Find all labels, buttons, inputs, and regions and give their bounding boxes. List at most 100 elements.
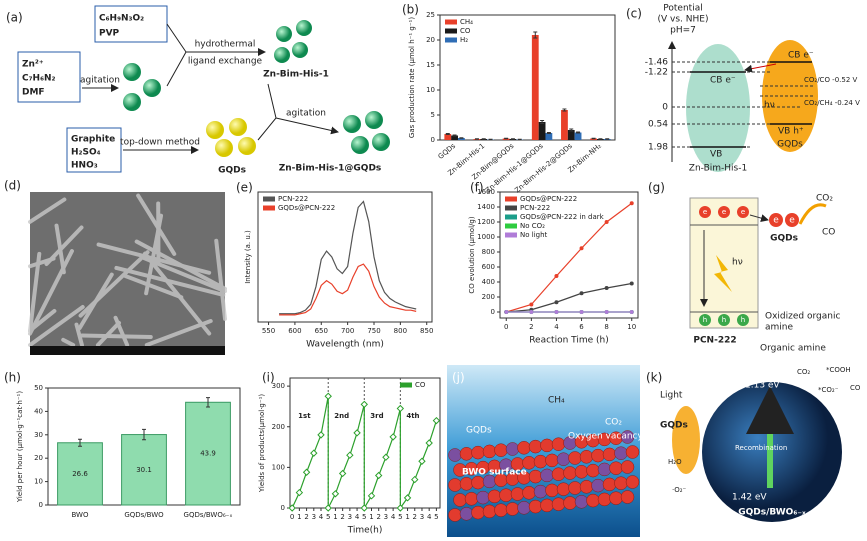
point: [504, 310, 509, 314]
step: agitation: [286, 109, 326, 119]
x-tick-label: 800: [394, 327, 407, 335]
rod: [28, 251, 42, 334]
atom: [602, 477, 617, 492]
bar: [538, 122, 546, 140]
connector: [257, 83, 277, 141]
arrow: [749, 214, 769, 222]
step: top-down method: [120, 138, 200, 148]
x-tick-label: 4: [319, 513, 324, 521]
y-tick-label: 40: [34, 407, 43, 415]
atom: [563, 466, 577, 480]
y-tick-label: 20: [426, 36, 435, 44]
atom: [551, 497, 566, 511]
legend-label: No CO₂: [520, 222, 545, 230]
x-tick-label: 750: [367, 327, 380, 335]
rod: [136, 193, 177, 256]
chart: (h) 0 10 20 30 40 50 Yield per hour (μmol·g⁻¹ca…: [4, 371, 241, 519]
atom: [448, 508, 462, 522]
legend-label: CO: [415, 381, 426, 389]
point: [604, 310, 609, 314]
atom: [510, 487, 525, 501]
atom: [464, 492, 479, 506]
error-bar: [533, 31, 538, 39]
bar: [531, 35, 539, 140]
carrier: [737, 206, 749, 218]
carrier-label: e: [789, 216, 795, 226]
panel-label: (e): [236, 181, 253, 195]
atom: [453, 493, 467, 507]
x-tick-label: 1: [333, 513, 337, 521]
error-bar: [474, 138, 479, 140]
atom: [540, 468, 554, 483]
arrow: [744, 63, 777, 73]
x-tick-label: 1: [297, 513, 301, 521]
panel-label: (f): [470, 181, 484, 195]
rod: [114, 265, 226, 297]
y-tick-label: 0: [39, 501, 43, 509]
panel-label: (b): [402, 3, 419, 17]
y-tick-label: 10: [34, 478, 43, 486]
x-tick-label: 6: [579, 323, 584, 331]
atom: [597, 492, 612, 507]
error-bar: [504, 137, 509, 140]
band-label: VB h⁺: [778, 127, 804, 137]
point: [629, 281, 634, 286]
y-tick-label: 5: [431, 111, 435, 119]
error-bar: [488, 138, 493, 141]
legend-swatch: [505, 205, 517, 211]
level: -1.46: [645, 58, 669, 68]
x-tick-label: 3: [420, 513, 424, 521]
connector: [166, 23, 187, 87]
legend-swatch: [445, 37, 457, 43]
atom: [471, 445, 485, 460]
legend-swatch: [505, 214, 517, 220]
x-axis-label: Reaction Time (h): [529, 336, 609, 346]
step: agitation: [80, 76, 120, 86]
level: 0.54: [648, 120, 668, 130]
product: Zn-Bim-His-1@GQDs: [279, 164, 382, 174]
rod: [214, 238, 227, 321]
y-tick-label: 10: [426, 86, 435, 94]
panel-j: (j) GQDs CH₄ CO₂ Oxygen vacancy BWO surf…: [447, 365, 644, 537]
atom: [522, 486, 536, 500]
point: [302, 468, 311, 476]
point: [529, 302, 534, 307]
rod: [142, 251, 212, 336]
y-tick-label: 50: [34, 384, 43, 392]
point: [353, 429, 361, 437]
legend-label: GQDs@PCN-222 in dark: [520, 213, 605, 221]
y-tick-label: 400: [482, 278, 495, 286]
label: Recombination: [735, 444, 787, 452]
scale-bar: [30, 346, 225, 355]
level: 0: [662, 103, 668, 113]
x-tick-label: Zn-Bim-His-2@GQDs: [513, 142, 574, 195]
y-tick-label: 200: [272, 423, 285, 431]
error-bar: [540, 120, 545, 124]
y-axis-label: Yield per hour (μmol·g⁻¹cat·h⁻¹): [16, 391, 24, 503]
reagent: C₇H₆N₂: [22, 74, 56, 84]
point: [324, 392, 332, 400]
label: CO₂: [605, 418, 622, 428]
legend-label: PCN-222: [278, 195, 308, 203]
legend-label: H₂: [460, 36, 468, 44]
legend-label: GQDs@PCN-222: [520, 195, 577, 203]
atom: [614, 476, 628, 490]
x-tick-label: 650: [315, 327, 328, 335]
atom: [586, 463, 600, 478]
lightning: [714, 255, 732, 292]
product: GQDs: [218, 166, 246, 176]
species: amine: [765, 323, 793, 333]
atom: [556, 452, 571, 466]
point: [360, 504, 368, 512]
label: Light: [660, 391, 683, 401]
atom: [579, 450, 594, 464]
bar: [545, 133, 553, 140]
rod: [74, 322, 84, 347]
x-tick-label: 0: [504, 323, 508, 331]
atom: [614, 446, 628, 460]
carrier-label: h: [722, 316, 726, 324]
error-bar: [605, 138, 610, 140]
point: [310, 449, 318, 457]
error-bar: [591, 137, 596, 140]
species: *CO₂⁻: [818, 386, 839, 394]
